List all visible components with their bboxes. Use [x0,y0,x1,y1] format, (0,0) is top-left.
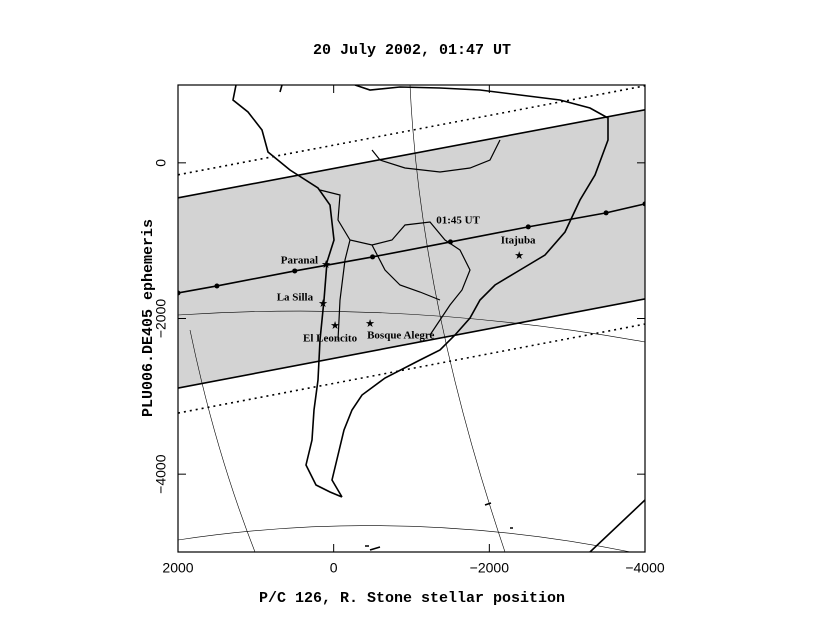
site-label: Itajuba [501,234,536,246]
track-line [178,203,645,294]
track-point [214,283,220,289]
time-annotation: 01:45 UT [436,214,480,226]
coastline [232,85,609,498]
site-star: ★ [330,319,340,332]
x-tick-label: 2000 [162,560,193,576]
y-tick-label: 0 [153,159,169,167]
x-tick-label: −2000 [470,560,510,576]
y-axis-label: PLU006.DE405 ephemeris [140,219,157,417]
chart-title: 20 July 2002, 01:47 UT [313,42,511,59]
border [319,139,501,341]
track-line [178,108,645,199]
track-point [525,224,531,230]
track-point [603,210,609,216]
site-label: El Leoncito [303,333,358,345]
site-label: La Silla [277,291,314,303]
y-tick-label: −4000 [153,454,169,494]
track-point [447,239,453,245]
track-point [292,268,298,274]
map-layer [178,85,645,552]
track-line [178,323,645,414]
graticule [178,85,645,552]
track-line [178,85,645,176]
track-line [178,298,645,389]
x-axis-label: P/C 126, R. Stone stellar position [259,590,565,607]
x-tick-label: 0 [330,560,338,576]
track-point [642,201,645,207]
site-star: ★ [514,249,524,262]
y-tick-label: −2000 [153,299,169,339]
site-star: ★ [365,317,375,330]
track-point [370,254,376,260]
track-point [178,290,181,296]
site-star: ★ [321,258,331,271]
site-star: ★ [318,297,328,310]
site-label: Bosque Alegre [367,330,434,342]
x-tick-label: −4000 [625,560,665,576]
island [365,499,645,552]
site-label: Paranal [281,255,318,267]
